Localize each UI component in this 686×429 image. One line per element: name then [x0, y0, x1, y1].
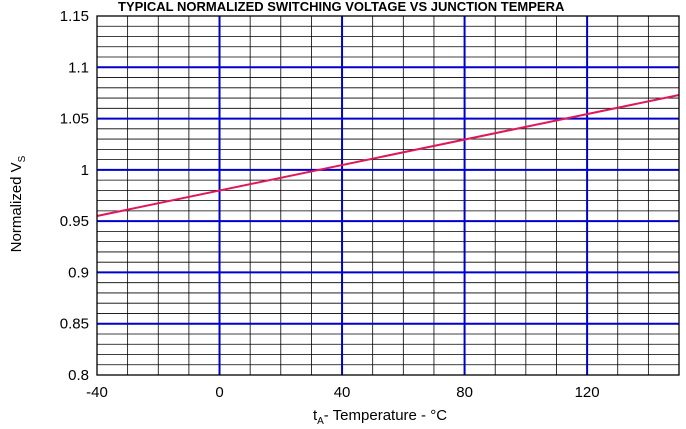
y-tick-label: 0.9 — [68, 264, 89, 281]
series-line — [96, 94, 680, 217]
plot-frame — [96, 15, 680, 376]
y-tick-label: 0.95 — [60, 213, 89, 230]
y-tick-label: 1 — [81, 162, 89, 179]
x-tick-label: 40 — [334, 384, 351, 401]
series-layer — [96, 94, 680, 217]
y-tick-label: 0.8 — [68, 367, 89, 384]
x-tick-label: 0 — [215, 384, 223, 401]
x-axis-label-sub: A — [317, 416, 324, 427]
y-tick-label: 1.05 — [60, 111, 89, 128]
x-tick-label: 120 — [575, 384, 600, 401]
y-tick-label: 1.15 — [60, 8, 89, 25]
grid — [97, 16, 679, 375]
tick-labels: -40 0 40 80 120 0.8 0.85 0.9 0.95 1 1.05 1.1 1.15 — [60, 8, 600, 401]
x-axis-label-rest: - Temperature - °C — [324, 407, 447, 424]
x-tick-label: 80 — [456, 384, 473, 401]
x-axis-label-main: t — [313, 407, 318, 424]
x-axis-label: tA- Temperature - °C — [313, 407, 447, 427]
y-axis-label: Normalized VS — [8, 155, 28, 252]
chart-title: TYPICAL NORMALIZED SWITCHING VOLTAGE VS … — [118, 0, 565, 14]
y-tick-label: 0.85 — [60, 316, 89, 333]
y-axis-label-main: Normalized V — [8, 162, 25, 252]
y-tick-label: 1.1 — [68, 59, 89, 76]
y-axis-label-sub: S — [17, 155, 28, 162]
x-tick-label: -40 — [86, 384, 108, 401]
